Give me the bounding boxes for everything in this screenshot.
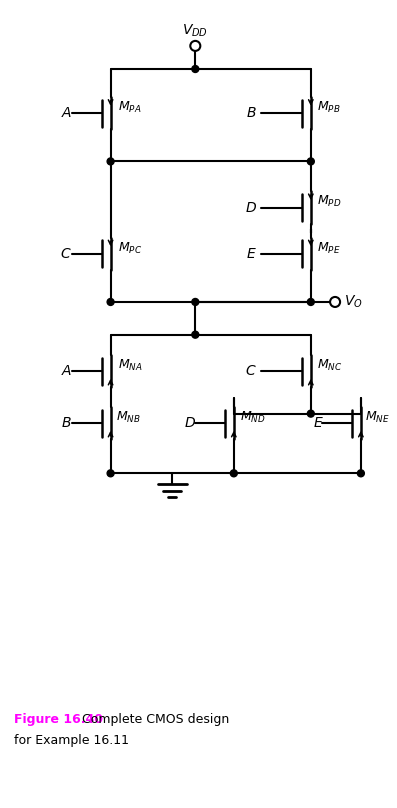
Text: $B$: $B$ (61, 416, 71, 430)
Text: $E$: $E$ (246, 246, 256, 261)
Circle shape (107, 298, 114, 305)
Text: $M_{ND}$: $M_{ND}$ (239, 410, 265, 425)
Circle shape (230, 469, 237, 477)
Text: $A$: $A$ (61, 364, 72, 378)
Text: $C$: $C$ (245, 364, 257, 378)
Circle shape (192, 65, 199, 73)
Text: $M_{NC}$: $M_{NC}$ (316, 358, 342, 373)
Circle shape (330, 297, 340, 307)
Circle shape (307, 410, 314, 417)
Text: $M_{PA}$: $M_{PA}$ (118, 100, 141, 115)
Text: for Example 16.11: for Example 16.11 (14, 734, 129, 747)
Text: $A$: $A$ (61, 107, 72, 120)
Text: $D$: $D$ (183, 416, 196, 430)
Text: $B$: $B$ (246, 107, 256, 120)
Text: $M_{PD}$: $M_{PD}$ (316, 194, 341, 209)
Text: $M_{NA}$: $M_{NA}$ (118, 358, 142, 373)
Text: $M_{NE}$: $M_{NE}$ (365, 410, 389, 425)
Text: Figure 16.40: Figure 16.40 (14, 713, 103, 726)
Circle shape (192, 298, 199, 305)
Text: Complete CMOS design: Complete CMOS design (74, 713, 229, 726)
Circle shape (107, 158, 114, 165)
Text: $M_{NB}$: $M_{NB}$ (116, 410, 141, 425)
Text: $M_{PE}$: $M_{PE}$ (316, 241, 340, 255)
Text: $E$: $E$ (313, 416, 324, 430)
Circle shape (107, 469, 114, 477)
Text: $M_{PB}$: $M_{PB}$ (316, 100, 340, 115)
Circle shape (190, 41, 200, 51)
Circle shape (307, 298, 314, 305)
Circle shape (192, 331, 199, 339)
Text: $V_{DD}$: $V_{DD}$ (182, 23, 208, 39)
Text: $M_{PC}$: $M_{PC}$ (118, 241, 142, 255)
Circle shape (307, 158, 314, 165)
Text: $D$: $D$ (245, 200, 257, 215)
Circle shape (357, 469, 364, 477)
Text: $C$: $C$ (60, 246, 72, 261)
Text: $V_O$: $V_O$ (343, 294, 362, 310)
